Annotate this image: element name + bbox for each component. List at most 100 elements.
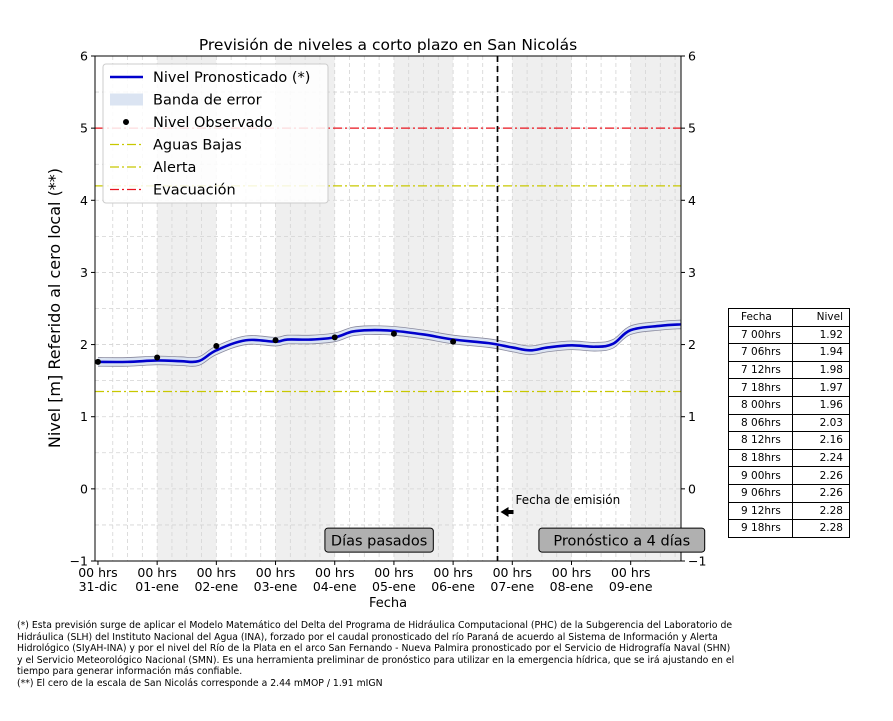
table-cell-nivel: 1.97 [792,378,850,397]
chart-title: Previsión de niveles a corto plazo en Sa… [199,36,577,54]
y-tick-label-right: 0 [688,481,696,496]
legend-swatch-dot [123,119,129,125]
table-row: 9 12hrs 2.28 [728,501,850,521]
legend-entry: Banda de error [110,93,262,109]
past-days-label-text: Días pasados [331,534,427,550]
table-cell-nivel: 2.24 [792,448,850,468]
table-cell-fecha: 7 00hrs [728,325,793,345]
x-tick-label-time: 00 hrs [256,565,295,580]
emission-arrow-icon [500,506,514,517]
table-header-row: Fecha Nivel [728,308,850,327]
past-days-label-box [324,527,434,553]
x-tick-label-time: 00 hrs [374,565,413,580]
forecast-line [97,323,682,364]
x-tick-label-date: 08-ene [550,579,594,594]
forecast-label-text: Pronóstico a 4 días [553,534,690,550]
error-band-lower [97,328,682,367]
table-cell-nivel: 2.28 [792,501,850,521]
plot-frame [94,55,682,562]
table-row: 8 12hrs 2.16 [728,431,850,450]
table-cell-nivel: 1.92 [792,325,850,345]
observed-point [390,330,397,337]
table-row: 9 06hrs 2.26 [728,483,850,503]
y-tick-label: 0 [80,481,88,496]
x-axis-label: Fecha [369,596,407,611]
legend-label: Nivel Pronosticado (*) [153,70,310,86]
observed-point [331,334,338,341]
footnote-1: (*) Esta previsión surge de aplicar el M… [17,620,735,677]
table-cell-fecha: 8 00hrs [728,395,793,415]
table-cell-fecha: 7 12hrs [728,360,793,380]
annotations: Días pasados Pronóstico a 4 días [324,527,706,553]
table-row: 7 12hrs 1.98 [728,360,850,380]
y-axis-ticks: −1 −1 0 0 1 1 2 2 3 3 4 4 5 5 6 6 [70,49,707,569]
table-row: 7 18hrs 1.97 [728,378,850,397]
table-cell-fecha: 8 18hrs [728,448,793,468]
forecast-series-line [97,323,682,364]
legend-entry: Alerta [110,160,196,176]
y-tick-label-right: 3 [688,265,696,280]
table-cell-nivel: 2.26 [792,483,850,503]
x-tick-label-time: 00 hrs [611,565,650,580]
y-tick-label: 3 [80,265,88,280]
emission-label: Fecha de emisión [516,493,621,507]
table-row: 7 00hrs 1.92 [728,325,850,345]
x-tick-label-time: 00 hrs [197,565,236,580]
table-row: 7 06hrs 1.94 [728,343,850,362]
table-cell-fecha: 9 18hrs [728,519,793,538]
table-cell-nivel: 2.28 [792,519,850,538]
table-cell-fecha: 7 18hrs [728,378,793,397]
legend-label: Aguas Bajas [153,138,242,154]
table-cell-fecha: 9 00hrs [728,466,793,485]
table-cell-nivel: 1.96 [792,395,850,415]
legend-label: Evacuación [153,183,236,199]
table-cell-fecha: 7 06hrs [728,343,793,362]
y-axis-label: Nivel [m] Referido al cero local (**) [45,168,64,448]
table-row: 8 18hrs 2.24 [728,448,850,468]
y-tick-label-right: 5 [688,121,696,136]
x-tick-label-time: 00 hrs [315,565,354,580]
table-header-fecha: Fecha [728,308,793,327]
table-cell-fecha: 9 12hrs [728,501,793,521]
forecast-label-box [538,527,706,553]
x-tick-label-date: 04-ene [313,579,357,594]
x-tick-label-time: 00 hrs [552,565,591,580]
observed-point [94,358,101,365]
legend-label: Nivel Observado [153,115,273,131]
x-tick-label-date: 07-ene [490,579,534,594]
x-tick-label-time: 00 hrs [137,565,176,580]
table-cell-nivel: 2.16 [792,431,850,450]
legend-box [102,63,329,204]
past-days-label: Días pasados [324,527,434,553]
legend-entry: Nivel Observado [123,115,273,131]
table-header-nivel: Nivel [792,308,850,327]
table-cell-fecha: 8 06hrs [728,413,793,433]
x-tick-label-time: 00 hrs [493,565,532,580]
y-tick-label-right: 4 [688,193,696,208]
y-tick-label: 6 [80,49,88,64]
error-band-upper [97,319,682,359]
y-tick-label: 4 [80,193,88,208]
forecast-label: Pronóstico a 4 días [538,527,706,553]
table-cell-nivel: 2.26 [792,466,850,485]
y-tick-label: 5 [80,121,88,136]
x-tick-label-date: 09-ene [609,579,653,594]
table-row: 9 00hrs 2.26 [728,466,850,485]
table-cell-nivel: 1.98 [792,360,850,380]
legend-label: Banda de error [153,93,262,109]
y-tick-label-right: 1 [688,409,696,424]
x-tick-label-date: 06-ene [431,579,475,594]
observed-point [154,354,161,361]
y-tick-label-right: 6 [688,49,696,64]
grid [95,56,681,561]
observed-point [272,337,279,344]
table-cell-fecha: 9 06hrs [728,483,793,503]
footnote-2: (**) El cero de la escala de San Nicolás… [17,677,383,689]
level-forecast-chart: Fecha de emisión −1 −1 0 0 1 1 2 2 3 3 4 4 5 5 6 6 00 h… [45,36,707,611]
x-tick-label-date: 05-ene [372,579,416,594]
legend: Nivel Pronosticado (*) Banda de error Nive… [102,63,329,204]
footnotes: (*) Esta previsión surge de aplicar el M… [17,620,737,689]
x-tick-label-date: 01-ene [135,579,179,594]
x-tick-label-time: 00 hrs [78,565,117,580]
